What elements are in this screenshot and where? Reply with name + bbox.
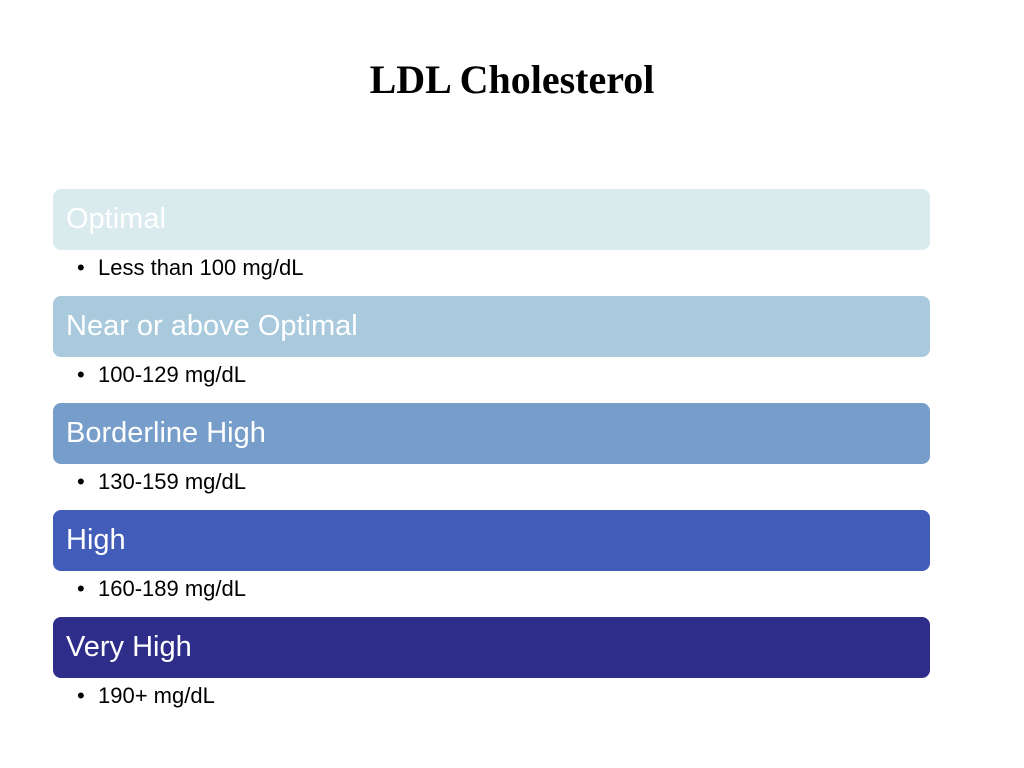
bullet-icon: • xyxy=(77,362,85,387)
level-detail: • 190+ mg/dL xyxy=(53,678,930,724)
level-bar: Borderline High xyxy=(53,403,930,464)
level-very-high: Very High • 190+ mg/dL xyxy=(53,617,930,724)
bullet-icon: • xyxy=(77,683,85,708)
level-label: Very High xyxy=(66,631,192,663)
level-bar: Very High xyxy=(53,617,930,678)
level-detail-text: 190+ mg/dL xyxy=(98,683,215,708)
level-detail-text: 100-129 mg/dL xyxy=(98,362,246,387)
level-bar: High xyxy=(53,510,930,571)
bullet-icon: • xyxy=(77,255,85,280)
bullet-icon: • xyxy=(77,576,85,601)
level-detail: • Less than 100 mg/dL xyxy=(53,250,930,296)
level-detail-text: 130-159 mg/dL xyxy=(98,469,246,494)
level-bar: Near or above Optimal xyxy=(53,296,930,357)
level-borderline-high: Borderline High • 130-159 mg/dL xyxy=(53,403,930,510)
level-label: Optimal xyxy=(66,203,166,235)
level-detail-text: 160-189 mg/dL xyxy=(98,576,246,601)
level-detail: • 160-189 mg/dL xyxy=(53,571,930,617)
level-high: High • 160-189 mg/dL xyxy=(53,510,930,617)
level-label: Borderline High xyxy=(66,417,266,449)
cholesterol-levels-list: Optimal • Less than 100 mg/dL Near or abo… xyxy=(53,189,930,724)
slide-title: LDL Cholesterol xyxy=(369,57,655,102)
level-detail: • 130-159 mg/dL xyxy=(53,464,930,510)
level-detail-text: Less than 100 mg/dL xyxy=(98,255,304,280)
level-near-above-optimal: Near or above Optimal • 100-129 mg/dL xyxy=(53,296,930,403)
level-bar: Optimal xyxy=(53,189,930,250)
level-label: Near or above Optimal xyxy=(66,310,358,342)
bullet-icon: • xyxy=(77,469,85,494)
level-label: High xyxy=(66,524,126,556)
level-detail: • 100-129 mg/dL xyxy=(53,357,930,403)
level-optimal: Optimal • Less than 100 mg/dL xyxy=(53,189,930,296)
